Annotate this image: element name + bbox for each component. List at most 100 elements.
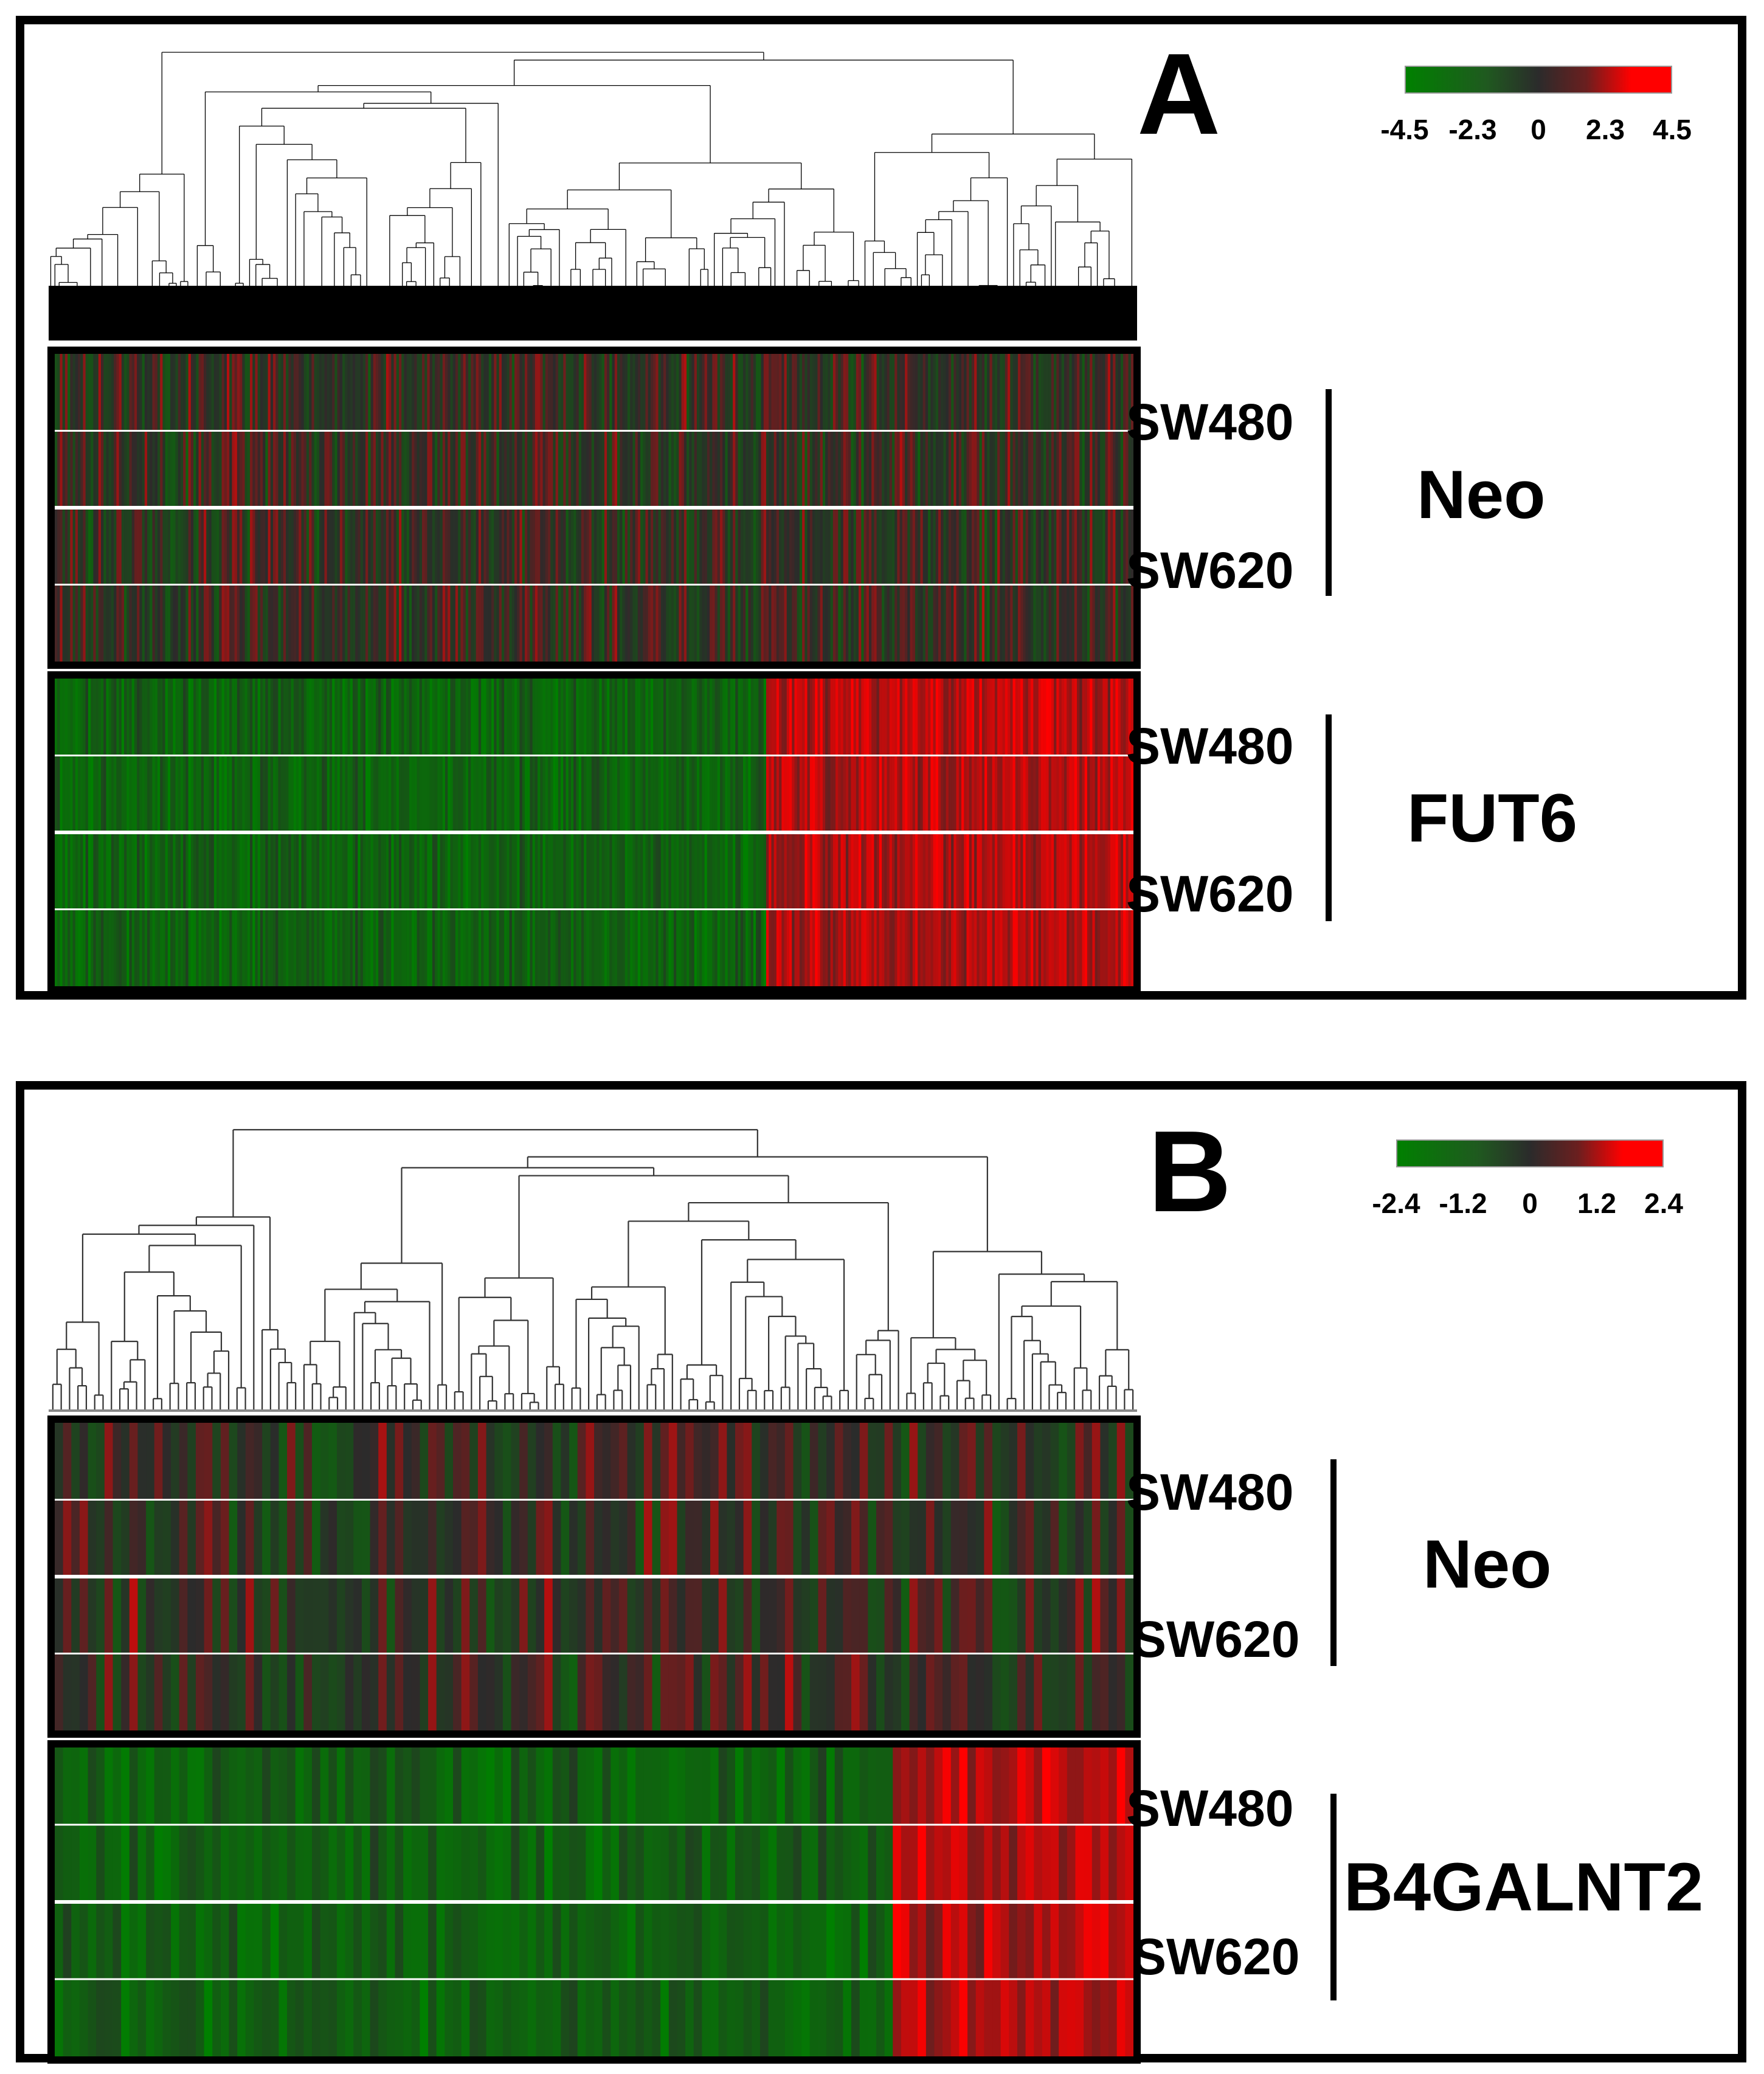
- heatmap-cell: [997, 679, 1000, 756]
- heatmap-cell: [137, 679, 140, 756]
- heatmap-cell: [146, 1653, 155, 1730]
- heatmap-cell: [612, 832, 615, 910]
- heatmap-cell: [432, 354, 435, 431]
- heatmap-cell: [1028, 354, 1031, 431]
- heatmap-cell: [691, 354, 695, 431]
- heatmap-cell: [1107, 755, 1111, 832]
- heatmap-cell: [797, 430, 800, 508]
- heatmap-cell: [419, 832, 423, 910]
- heatmap-cell: [812, 430, 815, 508]
- heatmap-cell: [316, 354, 320, 431]
- heatmap-cell: [1034, 1577, 1043, 1654]
- heatmap-cell: [876, 1577, 885, 1654]
- heatmap-cell: [478, 909, 482, 986]
- heatmap-cell: [220, 1423, 230, 1500]
- heatmap-cell: [801, 1423, 811, 1500]
- heatmap-cell: [137, 1499, 147, 1577]
- heatmap-cell: [663, 430, 666, 508]
- heatmap-cell: [702, 832, 705, 910]
- heatmap-cell: [142, 832, 145, 910]
- heatmap-cell: [907, 508, 911, 585]
- heatmap-cell: [381, 755, 384, 832]
- heatmap-cell: [538, 584, 541, 662]
- heatmap-cell: [714, 909, 718, 986]
- heatmap-cell: [469, 1577, 479, 1654]
- heatmap-cell: [196, 679, 199, 756]
- heatmap-cell: [139, 430, 143, 508]
- heatmap-cell: [727, 679, 731, 756]
- heatmap-cell: [1109, 1423, 1118, 1500]
- heatmap-cell: [540, 679, 544, 756]
- heatmap-cell: [838, 430, 842, 508]
- heatmap-cell: [273, 430, 276, 508]
- heatmap-cell: [188, 354, 192, 431]
- heatmap-cell: [322, 755, 325, 832]
- heatmap-cell: [740, 508, 744, 585]
- heatmap-cell: [820, 909, 823, 986]
- heatmap-cell: [614, 354, 618, 431]
- heatmap-cell: [432, 584, 435, 662]
- heatmap-cell: [1042, 1423, 1051, 1500]
- heatmap-cell: [147, 755, 150, 832]
- heatmap-cell: [685, 1423, 694, 1500]
- heatmap-cell: [247, 584, 251, 662]
- heatmap-cell: [419, 909, 423, 986]
- heatmap-cell: [681, 584, 685, 662]
- heatmap-cell: [381, 832, 384, 910]
- heatmap-cell: [83, 508, 86, 585]
- heatmap-cell: [165, 508, 168, 585]
- heatmap-cell: [683, 755, 687, 832]
- heatmap-cell: [242, 584, 246, 662]
- heatmap-cell: [179, 1577, 188, 1654]
- heatmap-cell: [203, 354, 207, 431]
- heatmap-cell: [179, 1653, 188, 1730]
- heatmap-cell: [395, 1653, 404, 1730]
- heatmap-cell: [591, 679, 595, 756]
- heatmap-cell: [63, 1499, 72, 1577]
- heatmap-cell: [254, 1577, 263, 1654]
- heatmap-cell: [116, 508, 120, 585]
- heatmap-cell: [458, 909, 461, 986]
- row-label-sw480: SW480: [1126, 717, 1294, 775]
- heatmap-cell: [586, 354, 590, 431]
- heatmap-cell: [287, 1499, 296, 1577]
- heatmap-cell: [663, 755, 666, 832]
- heatmap-cell: [190, 430, 194, 508]
- heatmap-cell: [327, 354, 330, 431]
- heatmap-cell: [116, 755, 120, 832]
- heatmap-cell: [799, 584, 803, 662]
- heatmap-cell: [501, 584, 505, 662]
- heatmap-cell: [586, 755, 590, 832]
- heatmap-cell: [287, 1577, 296, 1654]
- heatmap-cell: [60, 832, 63, 910]
- heatmap-cell: [1054, 584, 1057, 662]
- heatmap-cell: [817, 430, 821, 508]
- heatmap-cell: [329, 832, 333, 910]
- heatmap-cell: [632, 354, 636, 431]
- heatmap-cell: [683, 430, 687, 508]
- heatmap-cell: [142, 508, 145, 585]
- heatmap-cell: [742, 508, 746, 585]
- heatmap-cell: [632, 832, 636, 910]
- heatmap-cell: [925, 679, 929, 756]
- heatmap-cell: [758, 909, 762, 986]
- heatmap-cell: [1130, 508, 1133, 585]
- heatmap-b-neo: [47, 1416, 1141, 1738]
- heatmap-cell: [1071, 508, 1075, 585]
- heatmap-cell: [918, 1499, 927, 1577]
- heatmap-cell: [702, 1423, 711, 1500]
- heatmap-cell: [216, 679, 220, 756]
- heatmap-cell: [740, 679, 744, 756]
- heatmap-cell: [460, 909, 464, 986]
- heatmap-cell: [412, 584, 415, 662]
- heatmap-cell: [227, 508, 230, 585]
- heatmap-cell: [1077, 755, 1080, 832]
- heatmap-cell: [797, 508, 800, 585]
- heatmap-cell: [353, 1577, 362, 1654]
- heatmap-cell: [111, 755, 114, 832]
- heatmap-cell: [997, 755, 1000, 832]
- heatmap-cell: [339, 584, 343, 662]
- heatmap-cell: [350, 909, 353, 986]
- heatmap-cell: [1036, 909, 1039, 986]
- heatmap-cell: [437, 430, 441, 508]
